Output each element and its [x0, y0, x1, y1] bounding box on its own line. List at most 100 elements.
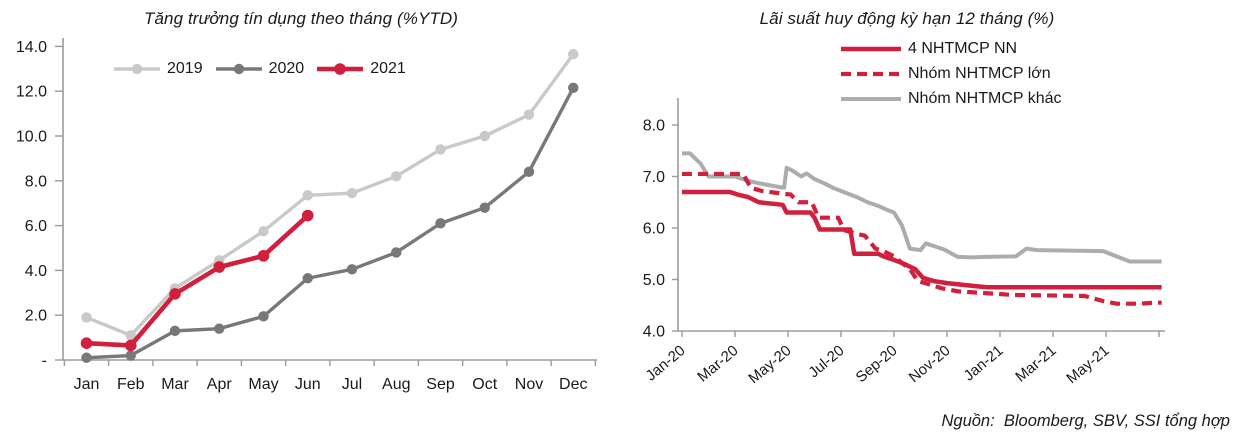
series-line — [682, 171, 1162, 306]
series-line — [84, 213, 311, 348]
legend-item-2021: 2021 — [317, 60, 406, 78]
x-axis-label: Apr — [207, 376, 233, 393]
x-axis-label: Mar-21 — [1012, 342, 1059, 386]
data-point-marker — [568, 82, 579, 94]
legend-gray-line-sample — [841, 97, 901, 101]
legend-label: 2020 — [268, 60, 305, 77]
series-line — [84, 52, 575, 338]
x-axis-label: Jan — [74, 376, 100, 393]
data-point-marker — [435, 218, 446, 229]
deposit-rate-legend: 4 NHTMCP NN Nhóm NHTMCP lớn Nhóm NHTMCP … — [841, 40, 1062, 108]
series-4 NHTMCP NN — [682, 189, 1162, 290]
x-axis-label: Dec — [559, 376, 587, 393]
y-axis-label: 6.0 — [643, 221, 665, 238]
data-point-marker — [568, 49, 579, 60]
y-axis-label: 12.0 — [16, 84, 47, 101]
series-line — [84, 86, 575, 360]
y-axis-label: 8.0 — [25, 173, 47, 190]
series-line — [682, 151, 1162, 264]
x-axis-label: Jul-20 — [805, 342, 847, 381]
credit-growth-legend: 2019 2020 2021 — [114, 60, 406, 78]
x-axis-label: May-20 — [745, 342, 794, 387]
data-point-marker — [302, 273, 313, 284]
data-point-marker — [391, 171, 402, 182]
data-point-marker — [125, 330, 136, 341]
x-axis-label: Mar-20 — [694, 342, 741, 386]
plot-area: 14.0 12.0 10.0 8.0 6.0 4.0 2.0 - Jan Feb Mar Apr May… — [16, 38, 597, 393]
x-axis-label: Mar — [161, 376, 189, 393]
x-axis-label: Sep — [426, 376, 455, 393]
y-axis-label: 4.0 — [643, 324, 665, 341]
y-axis-label: 2.0 — [25, 308, 47, 325]
x-axis-label: May-21 — [1063, 342, 1112, 387]
data-point-marker — [523, 166, 535, 178]
legend-dashed-line-sample — [841, 71, 901, 77]
legend-item-2019: 2019 — [114, 60, 203, 78]
legend-item-4-nhtmcp-nn: 4 NHTMCP NN — [841, 40, 1062, 58]
y-axis-label: 5.0 — [643, 272, 665, 289]
legend-item-nhom-nhtmcp-khac: Nhóm NHTMCP khác — [841, 90, 1062, 108]
data-point-marker — [391, 247, 402, 258]
data-point-marker — [301, 209, 314, 222]
y-axis-label: 8.0 — [643, 118, 665, 135]
x-axis-label: Feb — [117, 376, 145, 393]
legend-dot — [233, 63, 244, 75]
x-axis-label: Jul — [342, 376, 362, 393]
data-point-marker — [346, 264, 358, 275]
data-point-marker — [213, 261, 226, 273]
credit-growth-chart-panel: 14.0 12.0 10.0 8.0 6.0 4.0 2.0 - Jan Feb Mar Apr May… — [0, 0, 616, 445]
y-axis-label: - — [42, 353, 47, 370]
y-axis-label: 14.0 — [16, 39, 47, 56]
legend-line-dot-sample — [215, 63, 262, 75]
x-axis-label: Nov — [515, 376, 543, 393]
x-axis-label: Jun — [295, 376, 321, 393]
x-axis-label: May — [248, 376, 278, 393]
series-Nhóm NHTMCP lớn — [682, 171, 1162, 306]
data-point-marker — [80, 337, 93, 350]
data-point-marker — [214, 323, 225, 334]
x-axis-label: Sep-20 — [853, 342, 901, 386]
legend-dot — [334, 63, 346, 75]
data-point-marker — [346, 187, 358, 199]
credit-growth-chart: 14.0 12.0 10.0 8.0 6.0 4.0 2.0 - Jan Feb Mar Apr May… — [16, 38, 597, 393]
legend-label: Nhóm NHTMCP khác — [908, 90, 1062, 107]
data-point-marker — [124, 339, 137, 352]
legend-line-dot-sample — [317, 63, 364, 75]
data-point-marker — [258, 311, 269, 322]
data-point-marker — [169, 325, 181, 337]
legend-line-dot-sample — [114, 63, 160, 75]
data-point-marker — [523, 109, 535, 120]
data-point-marker — [81, 312, 92, 323]
legend-solid-line-sample — [841, 46, 901, 52]
data-point-marker — [302, 190, 313, 201]
deposit-rate-chart-title: Lãi suất huy động kỳ hạn 12 tháng (%) — [759, 9, 1055, 28]
legend-item-nhom-nhtmcp-lon: Nhóm NHTMCP lớn — [841, 65, 1062, 83]
x-axis-label: Jan-20 — [643, 342, 689, 385]
legend-label: 4 NHTMCP NN — [908, 40, 1018, 57]
series-Nhóm NHTMCP khác — [682, 151, 1162, 264]
legend-label: 2021 — [370, 60, 406, 77]
data-point-marker — [258, 226, 269, 237]
data-point-marker — [479, 202, 490, 213]
y-axis-label: 4.0 — [25, 263, 47, 280]
y-axis-label: 7.0 — [643, 169, 665, 186]
credit-growth-chart-title: Tăng trưởng tín dụng theo tháng (%YTD) — [143, 9, 459, 28]
y-axis-label: 10.0 — [16, 129, 47, 146]
data-point-marker — [81, 352, 92, 363]
source-note: Nguồn: Bloomberg, SBV, SSI tổng hợp — [941, 412, 1230, 430]
data-point-marker — [435, 144, 446, 155]
x-axis-label: Jan-21 — [961, 342, 1007, 385]
x-axis-label: Aug — [382, 376, 410, 393]
legend-item-2020: 2020 — [215, 60, 305, 78]
x-axis-label: Oct — [472, 376, 497, 393]
series-line — [682, 189, 1162, 290]
series-2021 — [80, 209, 314, 352]
legend-label: 2019 — [167, 60, 203, 77]
series-2019 — [81, 49, 579, 341]
deposit-rate-chart-panel: 8.0 7.0 6.0 5.0 4.0 Jan-20 Mar-20 May-20 Jul-20 S… — [617, 0, 1233, 445]
data-point-marker — [125, 350, 136, 361]
legend-label: Nhóm NHTMCP lớn — [908, 65, 1051, 82]
legend-dot — [131, 63, 143, 75]
